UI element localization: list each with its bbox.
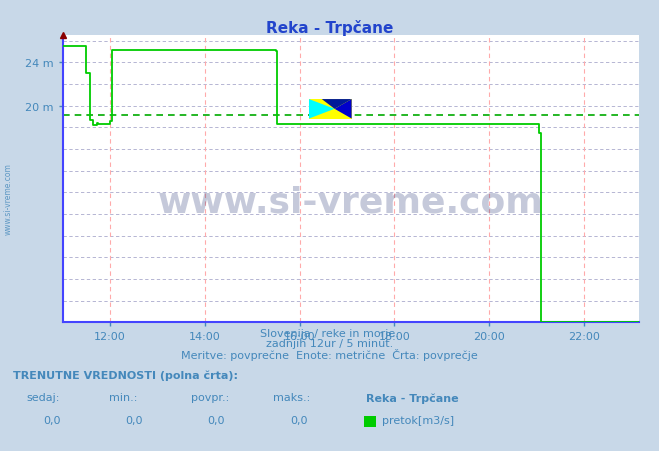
Text: pretok[m3/s]: pretok[m3/s] [382, 415, 454, 425]
Text: Meritve: povprečne  Enote: metrične  Črta: povprečje: Meritve: povprečne Enote: metrične Črta:… [181, 348, 478, 360]
Text: Reka - Trpčane: Reka - Trpčane [366, 392, 459, 403]
Text: www.si-vreme.com: www.si-vreme.com [3, 162, 13, 235]
Polygon shape [309, 100, 335, 120]
Text: Reka - Trpčane: Reka - Trpčane [266, 20, 393, 36]
Text: 0,0: 0,0 [290, 415, 308, 425]
Text: www.si-vreme.com: www.si-vreme.com [158, 185, 544, 219]
Polygon shape [335, 100, 352, 120]
Text: sedaj:: sedaj: [26, 392, 60, 402]
Text: povpr.:: povpr.: [191, 392, 229, 402]
Bar [309, 100, 352, 120]
Text: maks.:: maks.: [273, 392, 311, 402]
Polygon shape [322, 100, 352, 110]
Text: 0,0: 0,0 [125, 415, 143, 425]
Text: TRENUTNE VREDNOSTI (polna črta):: TRENUTNE VREDNOSTI (polna črta): [13, 370, 238, 380]
Text: 0,0: 0,0 [43, 415, 61, 425]
Text: Slovenija / reke in morje.: Slovenija / reke in morje. [260, 328, 399, 338]
Text: zadnjih 12ur / 5 minut.: zadnjih 12ur / 5 minut. [266, 338, 393, 348]
Text: min.:: min.: [109, 392, 137, 402]
Text: 0,0: 0,0 [208, 415, 225, 425]
